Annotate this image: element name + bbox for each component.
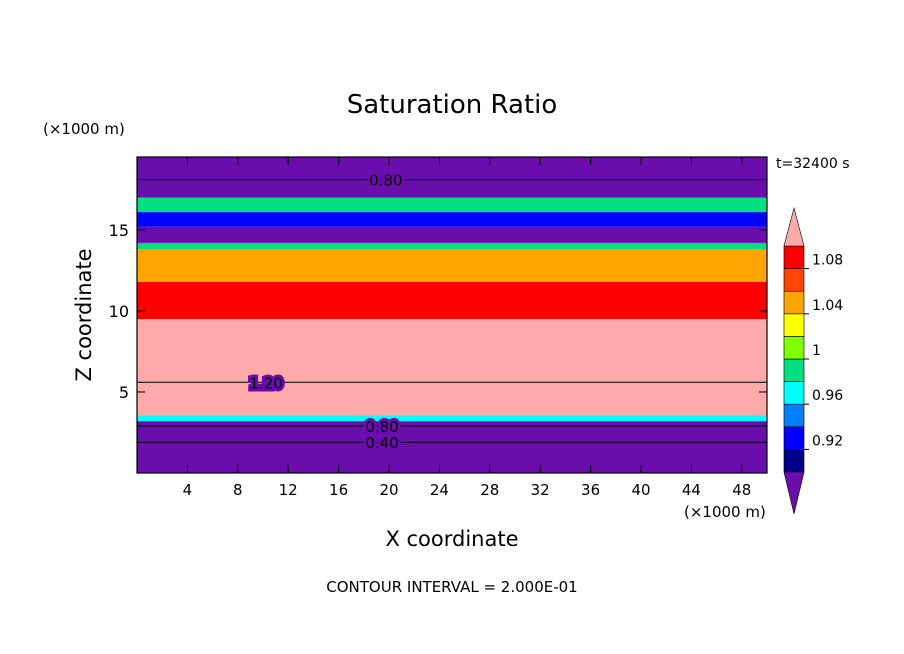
colorbar-segment-3 bbox=[783, 381, 805, 405]
field-band-6 bbox=[137, 226, 767, 243]
contour-label-2: 0.80 bbox=[365, 418, 398, 436]
contour-plot-area bbox=[137, 157, 767, 473]
field-band-2 bbox=[137, 319, 767, 416]
field-band-8 bbox=[137, 197, 767, 213]
y-tick-label-10: 10 bbox=[109, 302, 129, 321]
colorbar-segment-0 bbox=[783, 449, 805, 473]
colorbar-tick-label-3: 1.04 bbox=[812, 298, 843, 314]
contour-label-3: 0.40 bbox=[365, 434, 398, 452]
field-band-5 bbox=[137, 242, 767, 250]
colorbar-segment-1 bbox=[783, 426, 805, 450]
contour-label-1: 1.20 bbox=[249, 374, 282, 392]
y-axis-units: (×1000 m) bbox=[43, 120, 125, 138]
colorbar-segment-9 bbox=[783, 245, 805, 269]
y-tick-label-5: 5 bbox=[119, 383, 129, 402]
x-tick-label-8: 8 bbox=[233, 481, 243, 499]
x-tick-label-12: 12 bbox=[279, 481, 298, 499]
colorbar-tick-label-2: 1 bbox=[812, 343, 821, 359]
x-tick-label-4: 4 bbox=[183, 481, 193, 499]
colorbar-tick-label-1: 0.96 bbox=[812, 388, 843, 404]
y-axis-ticks: 5 10 15 bbox=[109, 221, 767, 402]
colorbar-extend-bottom bbox=[783, 471, 805, 515]
y-tick-label-15: 15 bbox=[109, 221, 129, 240]
colorbar-segment-8 bbox=[783, 268, 805, 292]
colorbar: 0.92 0.96 1 1.04 1.08 bbox=[783, 206, 843, 515]
y-axis-label: Z coordinate bbox=[72, 248, 96, 381]
field-band-4 bbox=[137, 249, 767, 282]
x-axis-units: (×1000 m) bbox=[684, 503, 766, 521]
x-tick-label-48: 48 bbox=[732, 481, 751, 499]
contour-labels: 0.801.200.800.40 bbox=[137, 169, 767, 455]
colorbar-extend-top bbox=[783, 206, 805, 247]
field-band-3 bbox=[137, 281, 767, 320]
x-tick-label-44: 44 bbox=[682, 481, 701, 499]
colorbar-tick-label-4: 1.08 bbox=[812, 253, 843, 269]
x-tick-label-28: 28 bbox=[480, 481, 499, 499]
x-axis-label: X coordinate bbox=[385, 527, 518, 551]
colorbar-segment-6 bbox=[783, 313, 805, 337]
colorbar-segment-4 bbox=[783, 358, 805, 382]
field-band-0 bbox=[137, 421, 767, 473]
x-tick-label-20: 20 bbox=[379, 481, 398, 499]
colorbar-segment-2 bbox=[783, 403, 805, 428]
contour-label-0: 0.80 bbox=[369, 172, 402, 190]
x-tick-label-24: 24 bbox=[430, 481, 449, 499]
colorbar-tick-label-0: 0.92 bbox=[812, 433, 843, 449]
field-band-7 bbox=[137, 212, 767, 227]
time-label: t=32400 s bbox=[776, 156, 850, 172]
plot-frame bbox=[136, 156, 768, 474]
colorbar-segment-7 bbox=[783, 290, 805, 315]
x-tick-label-32: 32 bbox=[531, 481, 550, 499]
x-tick-label-36: 36 bbox=[581, 481, 600, 499]
field-band-1 bbox=[137, 415, 767, 422]
x-tick-label-16: 16 bbox=[329, 481, 348, 499]
colorbar-segment-5 bbox=[783, 336, 805, 360]
chart-title: Saturation Ratio bbox=[347, 90, 558, 120]
field-band-9 bbox=[137, 157, 767, 198]
contour-interval-footer: CONTOUR INTERVAL = 2.000E-01 bbox=[326, 578, 577, 596]
x-axis-ticks: 4 8 12 16 20 24 28 32 36 40 44 48 bbox=[183, 157, 751, 499]
x-tick-label-40: 40 bbox=[631, 481, 650, 499]
